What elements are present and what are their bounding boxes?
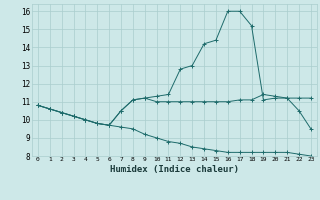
X-axis label: Humidex (Indice chaleur): Humidex (Indice chaleur) (110, 165, 239, 174)
